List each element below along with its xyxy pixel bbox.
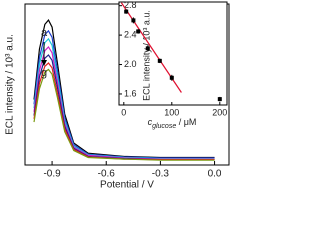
x-tick-label: -0.3 <box>152 169 170 180</box>
point <box>124 9 129 14</box>
x-label-symbol: c <box>148 117 153 127</box>
x-tick-label: 100 <box>164 107 179 117</box>
x-label-unit: / μM <box>176 117 196 127</box>
point <box>157 58 162 63</box>
x-tick-label: 200 <box>212 107 227 117</box>
y-tick-label: 2.0 <box>124 59 137 69</box>
ecl-curve <box>33 68 215 161</box>
y-axis-label: ECL intensity / 10³ a.u. <box>141 10 151 101</box>
point <box>169 75 174 80</box>
x-tick-label: 0 <box>121 107 126 117</box>
x-label-subscript: glucose <box>152 123 176 130</box>
y-tick-label: 2.4 <box>124 29 137 39</box>
chart: -0.9 -0.6 -0.3 0.0 Potential / V ECL intensit… <box>5 0 230 191</box>
point <box>136 29 141 34</box>
annotation-a: a <box>41 27 48 39</box>
arrow-head <box>41 60 47 66</box>
x-tick-label: -0.6 <box>98 169 116 180</box>
y-axis-label: ECL intensity / 10³ a.u. <box>5 34 16 135</box>
inset-bg <box>118 1 228 106</box>
annotation-g: g <box>41 67 47 79</box>
point <box>145 46 150 51</box>
point <box>217 97 222 102</box>
y-tick-label: 2.8 <box>124 0 137 10</box>
x-axis-label: Potential / V <box>100 180 154 191</box>
x-tick-label: -0.9 <box>43 169 61 180</box>
x-axis-label: cglucose / μM <box>148 117 197 129</box>
y-tick-label: 1.6 <box>124 88 137 98</box>
x-tick-label: 0.0 <box>208 169 222 180</box>
point <box>131 18 136 23</box>
